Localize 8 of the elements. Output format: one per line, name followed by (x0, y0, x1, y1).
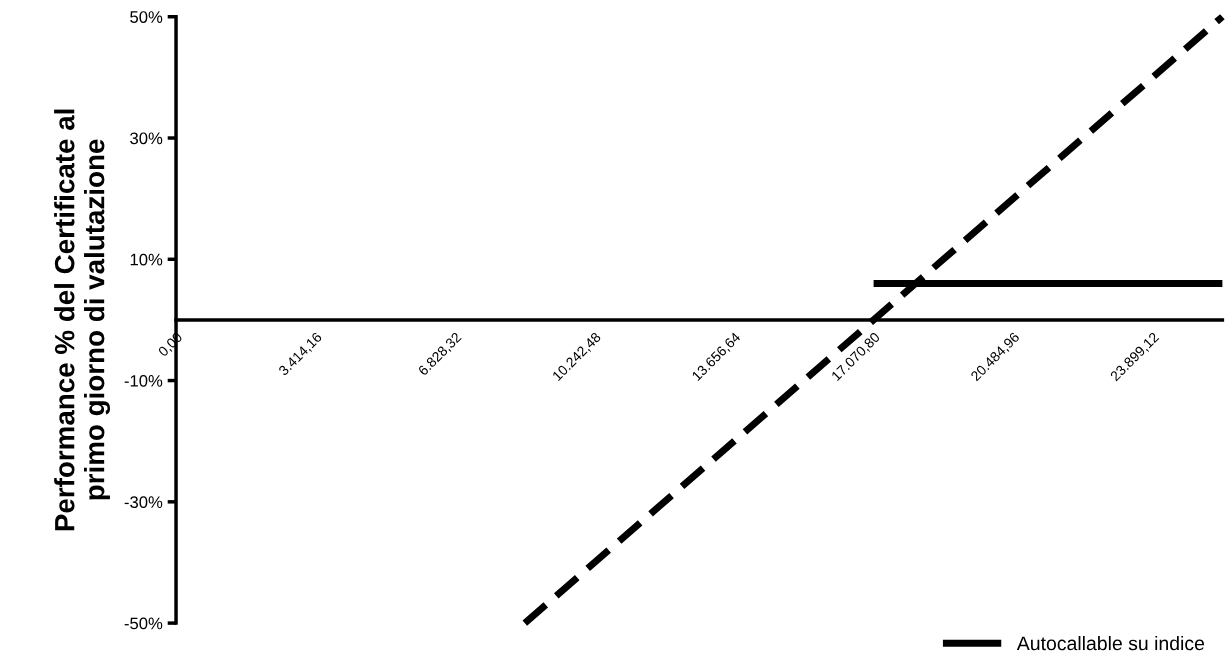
y-axis-title: Performance % del Certificate al primo giorno di valutazione (54, 109, 111, 531)
y-tick-label: 50% (130, 11, 163, 23)
y-tick-label: 30% (130, 132, 163, 145)
y-tick-label: 10% (130, 253, 163, 266)
y-tick-label: -50% (124, 617, 163, 630)
legend-label: Autocallable su indice (1016, 635, 1205, 651)
y-tick-label: -30% (124, 496, 163, 509)
y-tick-label: -10% (124, 374, 163, 387)
